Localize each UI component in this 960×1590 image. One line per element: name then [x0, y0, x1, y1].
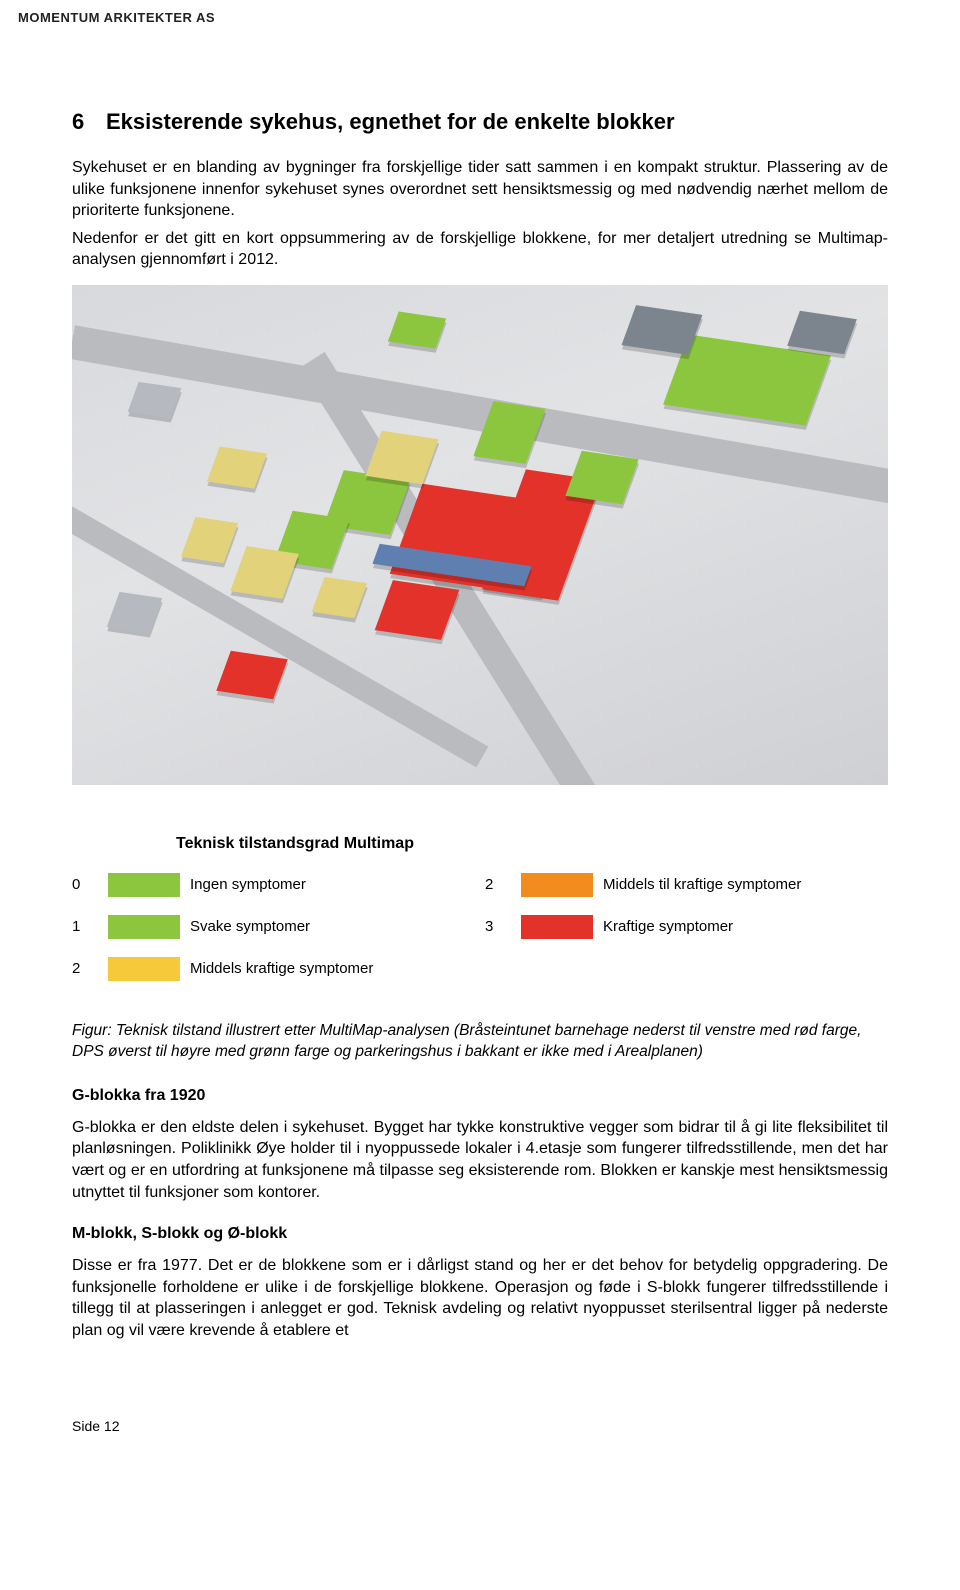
legend-grade: 2 — [72, 960, 98, 977]
mblokk-heading: M-blokk, S-blokk og Ø-blokk — [72, 1225, 888, 1243]
page-content: 6Eksisterende sykehus, egnethet for de e… — [0, 29, 960, 1388]
legend-grade: 3 — [485, 918, 511, 935]
multimap-figure — [72, 285, 888, 785]
legend-grade: 0 — [72, 876, 98, 893]
section-heading: 6Eksisterende sykehus, egnethet for de e… — [72, 109, 888, 135]
gblokk-heading: G-blokka fra 1920 — [72, 1087, 888, 1105]
legend-label: Kraftige symptomer — [603, 918, 888, 935]
figure-caption: Figur: Teknisk tilstand illustrert etter… — [72, 1021, 888, 1063]
section-title-text: Eksisterende sykehus, egnethet for de en… — [106, 109, 675, 134]
header-logo: MOMENTUM ARKITEKTER AS — [0, 0, 960, 29]
page-footer: Side 12 — [0, 1388, 960, 1454]
legend-swatch — [108, 915, 180, 939]
legend-label: Middels kraftige symptomer — [190, 960, 475, 977]
gblokk-text: G-blokka er den eldste delen i sykehuset… — [72, 1117, 888, 1203]
legend-swatch — [521, 873, 593, 897]
mblokk-text: Disse er fra 1977. Det er de blokkene so… — [72, 1255, 888, 1341]
legend-title: Teknisk tilstandsgrad Multimap — [176, 835, 888, 853]
legend-label: Ingen symptomer — [190, 876, 475, 893]
legend-swatch — [108, 957, 180, 981]
legend-swatch — [521, 915, 593, 939]
legend-grade: 2 — [485, 876, 511, 893]
legend: Teknisk tilstandsgrad Multimap 0 Ingen sy… — [72, 835, 888, 981]
legend-grade: 1 — [72, 918, 98, 935]
legend-grid: 0 Ingen symptomer 2 Middels til kraftige sy… — [72, 873, 888, 981]
legend-label: Svake symptomer — [190, 918, 475, 935]
legend-swatch — [108, 873, 180, 897]
legend-label: Middels til kraftige symptomer — [603, 876, 888, 893]
intro-paragraph-1: Sykehuset er en blanding av bygninger fr… — [72, 157, 888, 222]
intro-paragraph-2: Nedenfor er det gitt en kort oppsummerin… — [72, 228, 888, 271]
section-number: 6 — [72, 109, 106, 135]
